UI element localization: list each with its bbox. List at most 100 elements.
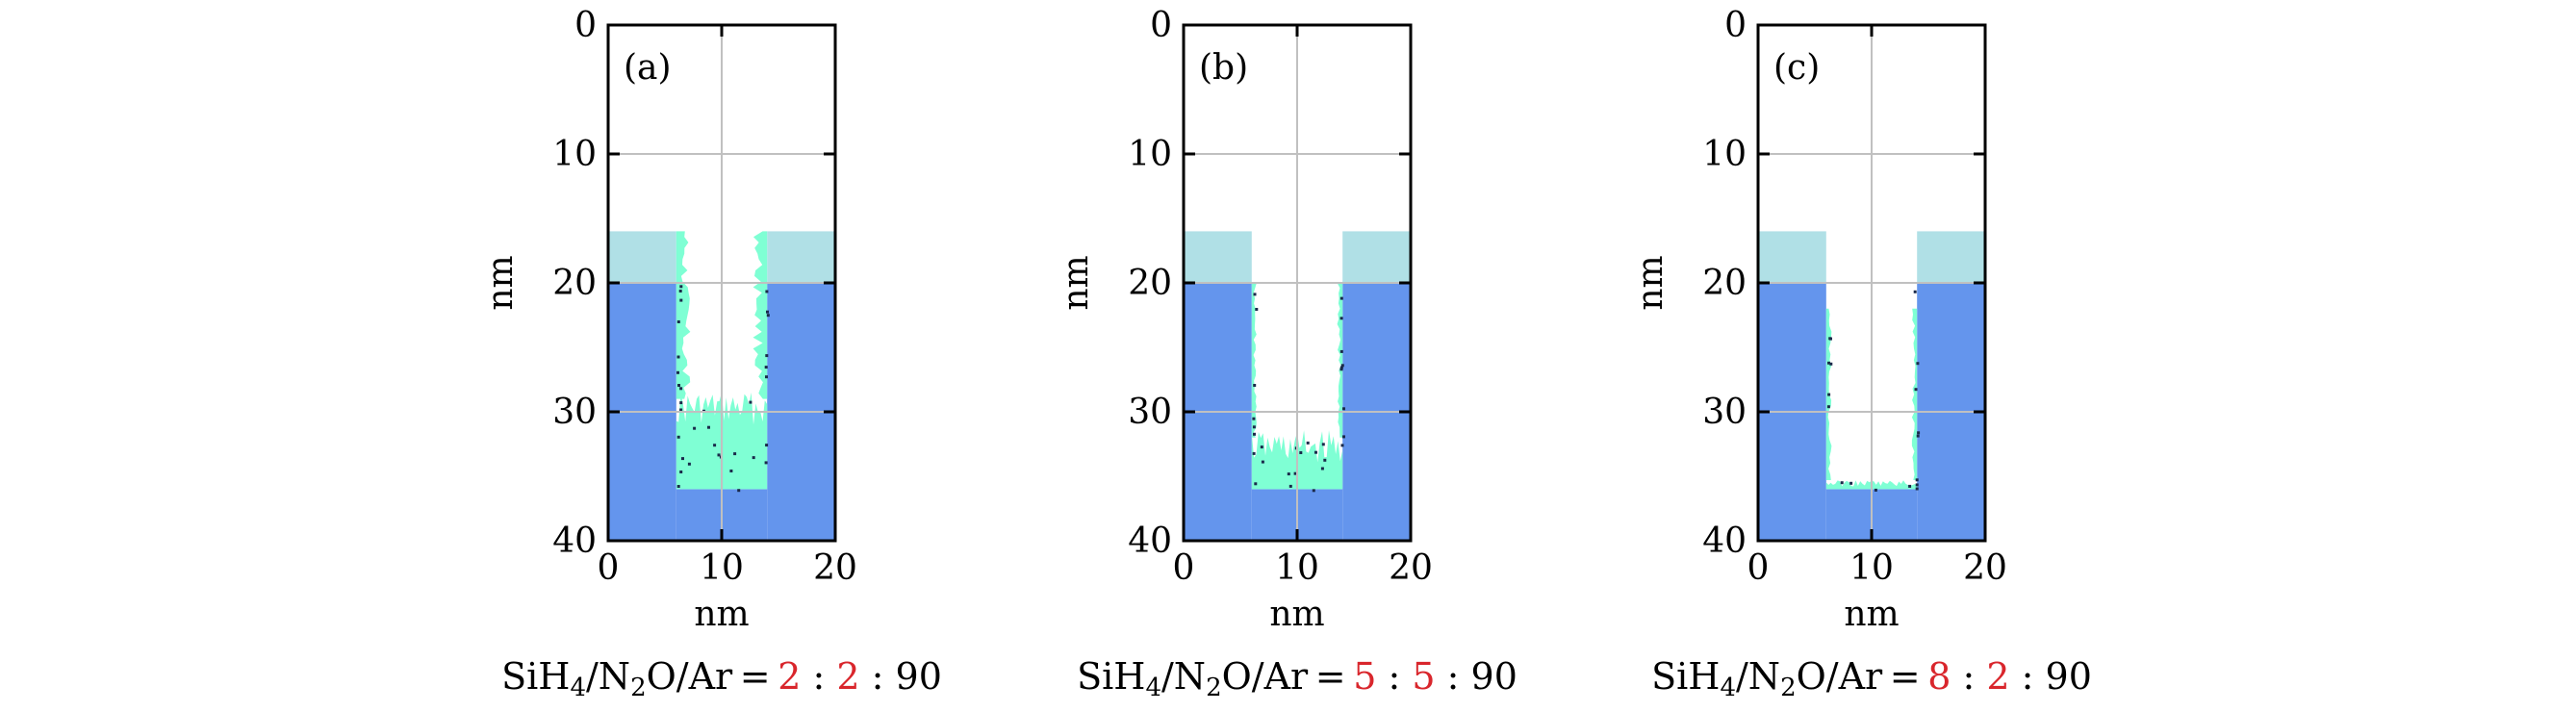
caption-mid: /N (586, 655, 630, 698)
y-tick-label: 30 (552, 393, 597, 432)
x-tick-label: 0 (1747, 548, 1770, 588)
particle-speck (1253, 432, 1256, 436)
caption-prefix: SiH (501, 655, 570, 698)
x-tick-label: 0 (598, 548, 620, 588)
x-axis-title: nm (1269, 595, 1324, 634)
x-tick-label: 20 (1389, 548, 1433, 588)
particle-speck (1915, 478, 1919, 482)
x-tick-label: 0 (1173, 548, 1195, 588)
particle-speck (707, 425, 710, 429)
particle-speck (1253, 292, 1257, 296)
y-tick-label: 10 (1128, 135, 1172, 174)
mask-layer-left (608, 231, 676, 283)
particle-speck (1339, 296, 1343, 300)
particle-speck (1321, 443, 1325, 446)
caption-sep: : (1951, 655, 1986, 698)
y-tick-label: 10 (1702, 135, 1747, 174)
particle-speck (676, 355, 680, 359)
mask-layer-left (1184, 231, 1252, 283)
particle-speck (737, 489, 741, 493)
sidewall-deposit-right (1337, 283, 1343, 438)
caption-r2: 2 (1986, 655, 2009, 698)
caption-suffix: O/Ar = (1222, 655, 1354, 698)
particle-speck (1314, 450, 1317, 454)
caption-sub2: 2 (1206, 674, 1222, 702)
panel-label: (a) (624, 48, 672, 88)
sidewall-deposit-right (752, 231, 768, 399)
particle-speck (679, 470, 683, 473)
particle-speck (681, 457, 684, 461)
particle-speck (1252, 417, 1256, 420)
particle-speck (1827, 361, 1830, 365)
caption-sub1: 4 (1720, 674, 1736, 702)
particle-speck (1828, 337, 1832, 341)
caption-r2: 2 (836, 655, 859, 698)
particle-speck (679, 298, 683, 302)
y-tick-label: 0 (1724, 6, 1747, 45)
caption-r3: 90 (2046, 655, 2092, 698)
particle-speck (1339, 317, 1343, 320)
particle-speck (717, 453, 721, 457)
y-tick-label: 20 (552, 264, 597, 303)
particle-speck (679, 387, 683, 391)
caption-r1: 2 (778, 655, 801, 698)
mask-layer-right (767, 231, 835, 283)
particle-speck (733, 452, 737, 456)
caption-sep: : (2010, 655, 2046, 698)
caption-r3: 90 (896, 655, 942, 698)
y-tick-label: 0 (574, 6, 597, 45)
particle-speck (1299, 451, 1303, 454)
particle-speck (1287, 472, 1290, 476)
y-tick-label: 10 (552, 135, 597, 174)
particle-speck (765, 375, 768, 379)
x-tick-label: 10 (1275, 548, 1319, 588)
caption-mid: /N (1161, 655, 1206, 698)
particle-speck (1339, 366, 1343, 369)
y-tick-label: 20 (1702, 264, 1747, 303)
particle-speck (679, 285, 683, 289)
x-tick-label: 20 (813, 548, 857, 588)
particle-speck (1339, 349, 1343, 353)
caption-sep: : (1436, 655, 1471, 698)
particle-speck (1874, 488, 1877, 492)
particle-speck (1829, 362, 1833, 366)
particle-speck (1917, 431, 1921, 435)
panel-label: (b) (1199, 48, 1248, 88)
particle-speck (1340, 364, 1344, 368)
particle-speck (1849, 481, 1853, 485)
caption-suffix: O/Ar = (647, 655, 778, 698)
mask-layer-left (1758, 231, 1826, 283)
particle-speck (687, 462, 691, 466)
x-tick-label: 10 (1849, 548, 1894, 588)
particle-speck (766, 310, 769, 314)
caption-sep: : (801, 655, 836, 698)
particle-speck (766, 314, 770, 318)
particle-speck (1914, 388, 1918, 392)
x-tick-label: 20 (1963, 548, 2007, 588)
caption-prefix: SiH (1077, 655, 1145, 698)
y-tick-label: 40 (1702, 521, 1747, 561)
particle-speck (676, 370, 679, 374)
particle-speck (676, 485, 680, 488)
y-tick-label: 30 (1702, 393, 1747, 432)
particle-speck (1916, 434, 1920, 438)
particle-speck (749, 400, 752, 404)
particle-speck (1340, 444, 1344, 447)
caption-r1: 5 (1353, 655, 1376, 698)
y-tick-label: 20 (1128, 264, 1172, 303)
particle-speck (1252, 425, 1256, 429)
mask-layer-right (1917, 231, 1985, 283)
caption-prefix: SiH (1651, 655, 1720, 698)
panel-caption: SiH4/N2O/Ar = 8 : 2 : 90 (1651, 655, 2092, 702)
caption-sep: : (860, 655, 896, 698)
particle-speck (1908, 484, 1912, 488)
particle-speck (1288, 484, 1292, 488)
particle-speck (1320, 467, 1324, 470)
particle-speck (765, 290, 769, 293)
panel-label: (c) (1773, 48, 1820, 88)
caption-sub1: 4 (570, 674, 586, 702)
